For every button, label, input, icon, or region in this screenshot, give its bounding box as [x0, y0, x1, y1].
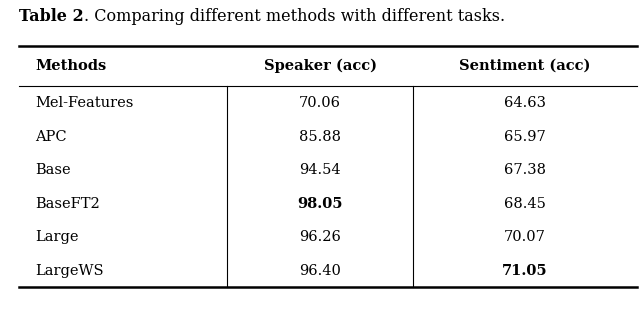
- Text: 70.06: 70.06: [299, 96, 341, 110]
- Text: Base: Base: [35, 163, 71, 177]
- Text: 65.97: 65.97: [504, 130, 546, 143]
- Text: Sentiment (acc): Sentiment (acc): [459, 59, 591, 73]
- Text: Methods: Methods: [35, 59, 106, 73]
- Text: 67.38: 67.38: [504, 163, 546, 177]
- Text: 70.07: 70.07: [504, 230, 546, 244]
- Text: 71.05: 71.05: [502, 263, 548, 278]
- Text: LargeWS: LargeWS: [35, 263, 104, 278]
- Text: 64.63: 64.63: [504, 96, 546, 110]
- Text: Large: Large: [35, 230, 79, 244]
- Text: 85.88: 85.88: [299, 130, 341, 143]
- Text: 96.40: 96.40: [299, 263, 341, 278]
- Text: Mel-Features: Mel-Features: [35, 96, 134, 110]
- Text: . Comparing different methods with different tasks.: . Comparing different methods with diffe…: [84, 8, 505, 25]
- Text: 98.05: 98.05: [297, 197, 343, 211]
- Text: BaseFT2: BaseFT2: [35, 197, 100, 211]
- Text: Speaker (acc): Speaker (acc): [264, 59, 376, 73]
- Text: APC: APC: [35, 130, 67, 143]
- Text: 68.45: 68.45: [504, 197, 546, 211]
- Text: 94.54: 94.54: [299, 163, 341, 177]
- Text: 96.26: 96.26: [299, 230, 341, 244]
- Text: Table 2: Table 2: [19, 8, 84, 25]
